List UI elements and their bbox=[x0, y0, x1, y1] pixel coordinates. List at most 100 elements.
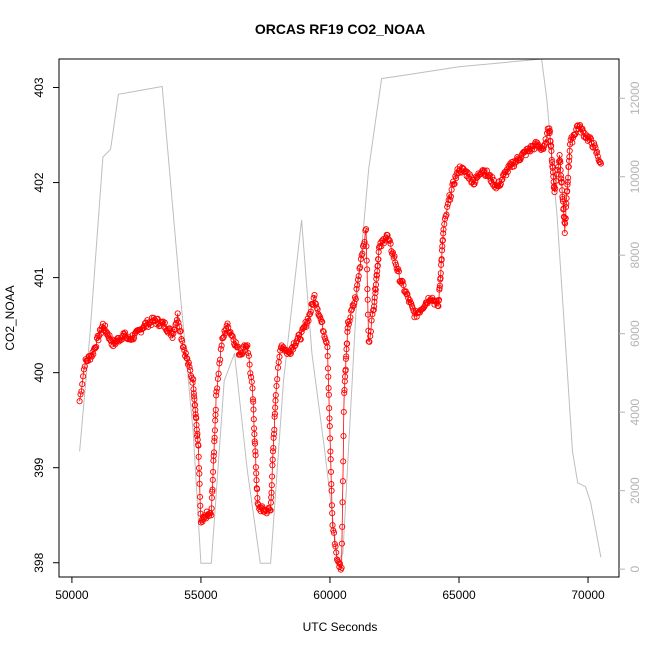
co2-point bbox=[372, 281, 380, 288]
co2-point bbox=[548, 147, 555, 155]
co2-point bbox=[97, 330, 104, 337]
plot-frame bbox=[58, 58, 620, 578]
co2-point bbox=[159, 319, 166, 326]
co2-point bbox=[528, 146, 535, 153]
co2-point bbox=[552, 177, 560, 184]
co2-point bbox=[571, 131, 578, 139]
co2-point bbox=[250, 416, 257, 423]
co2-point bbox=[564, 181, 571, 188]
co2-point bbox=[436, 282, 443, 289]
co2-point bbox=[345, 321, 352, 328]
co2-point bbox=[246, 361, 253, 368]
co2-point bbox=[313, 304, 320, 312]
co2-point bbox=[190, 376, 197, 383]
co2-point bbox=[332, 543, 339, 550]
co2-point bbox=[378, 243, 385, 250]
co2-point bbox=[211, 427, 218, 434]
co2-point bbox=[208, 512, 215, 519]
co2-point bbox=[352, 296, 359, 303]
co2-point bbox=[344, 328, 351, 335]
co2-point bbox=[546, 125, 553, 132]
co2-point bbox=[254, 486, 261, 493]
co2-point bbox=[388, 248, 395, 255]
co2-point bbox=[189, 379, 196, 386]
altitude-line bbox=[79, 58, 602, 564]
y2-tick-label: 6000 bbox=[628, 320, 642, 347]
co2-point bbox=[439, 237, 446, 244]
co2-point bbox=[385, 235, 392, 243]
co2-point bbox=[211, 438, 218, 445]
co2-point bbox=[245, 349, 252, 357]
co2-point bbox=[597, 160, 604, 167]
co2-point bbox=[444, 203, 451, 210]
co2-point bbox=[341, 378, 348, 385]
co2-point bbox=[131, 334, 138, 341]
co2-point bbox=[195, 442, 202, 449]
co2-point bbox=[195, 464, 203, 472]
co2-point bbox=[270, 430, 278, 438]
co2-point bbox=[252, 464, 259, 471]
co2-point bbox=[253, 470, 260, 477]
co2-point bbox=[549, 159, 556, 166]
co2-point bbox=[76, 398, 83, 405]
co2-point bbox=[218, 342, 225, 349]
co2-point bbox=[366, 338, 373, 345]
co2-point bbox=[106, 332, 113, 339]
co2-point bbox=[593, 149, 600, 157]
co2-point bbox=[402, 288, 409, 295]
co2-point bbox=[208, 505, 215, 512]
co2-point bbox=[276, 353, 283, 360]
co2-point bbox=[272, 392, 279, 399]
co2-point bbox=[436, 284, 443, 292]
co2-point bbox=[192, 406, 199, 414]
co2-point bbox=[319, 327, 327, 335]
co2-point bbox=[372, 289, 379, 297]
co2-point bbox=[245, 352, 252, 359]
co2-point bbox=[565, 163, 572, 170]
co2-point bbox=[303, 323, 310, 330]
co2-point bbox=[348, 307, 355, 314]
co2-point bbox=[510, 163, 518, 170]
co2-point bbox=[387, 240, 394, 247]
co2-point bbox=[209, 488, 216, 495]
co2-point bbox=[562, 203, 570, 211]
co2-point bbox=[342, 355, 349, 362]
co2-point bbox=[323, 339, 330, 346]
co2-point bbox=[79, 381, 86, 388]
co2-point bbox=[170, 330, 177, 337]
co2-point bbox=[566, 153, 573, 160]
co2-point bbox=[307, 308, 314, 315]
co2-point bbox=[373, 272, 380, 279]
co2-point bbox=[331, 540, 338, 548]
co2-point bbox=[326, 423, 333, 430]
co2-point bbox=[93, 343, 100, 350]
co2-point bbox=[557, 172, 564, 179]
co2-point bbox=[399, 278, 406, 285]
co2-point bbox=[340, 408, 347, 415]
co2-point bbox=[563, 195, 570, 202]
co2-point bbox=[336, 560, 344, 567]
co2-point bbox=[190, 390, 197, 397]
co2-point bbox=[270, 434, 277, 441]
co2-point bbox=[371, 294, 378, 301]
co2-point bbox=[365, 327, 372, 334]
co2-point bbox=[561, 229, 568, 237]
co2-point bbox=[271, 410, 278, 417]
co2-point bbox=[351, 300, 358, 307]
co2-point bbox=[364, 266, 371, 273]
co2-point bbox=[407, 299, 414, 306]
co2-point bbox=[77, 391, 84, 398]
co2-point bbox=[564, 178, 571, 185]
co2-point bbox=[554, 166, 561, 174]
co2-point bbox=[251, 438, 258, 445]
co2-point bbox=[369, 311, 376, 318]
co2-point bbox=[253, 477, 260, 484]
co2-point bbox=[187, 367, 194, 374]
co2-point bbox=[551, 189, 558, 196]
co2-point bbox=[234, 344, 241, 351]
co2-point bbox=[328, 487, 335, 494]
co2-point bbox=[81, 363, 88, 370]
co2-point bbox=[344, 340, 351, 347]
co2-point bbox=[210, 468, 217, 475]
co2-point bbox=[316, 312, 323, 319]
